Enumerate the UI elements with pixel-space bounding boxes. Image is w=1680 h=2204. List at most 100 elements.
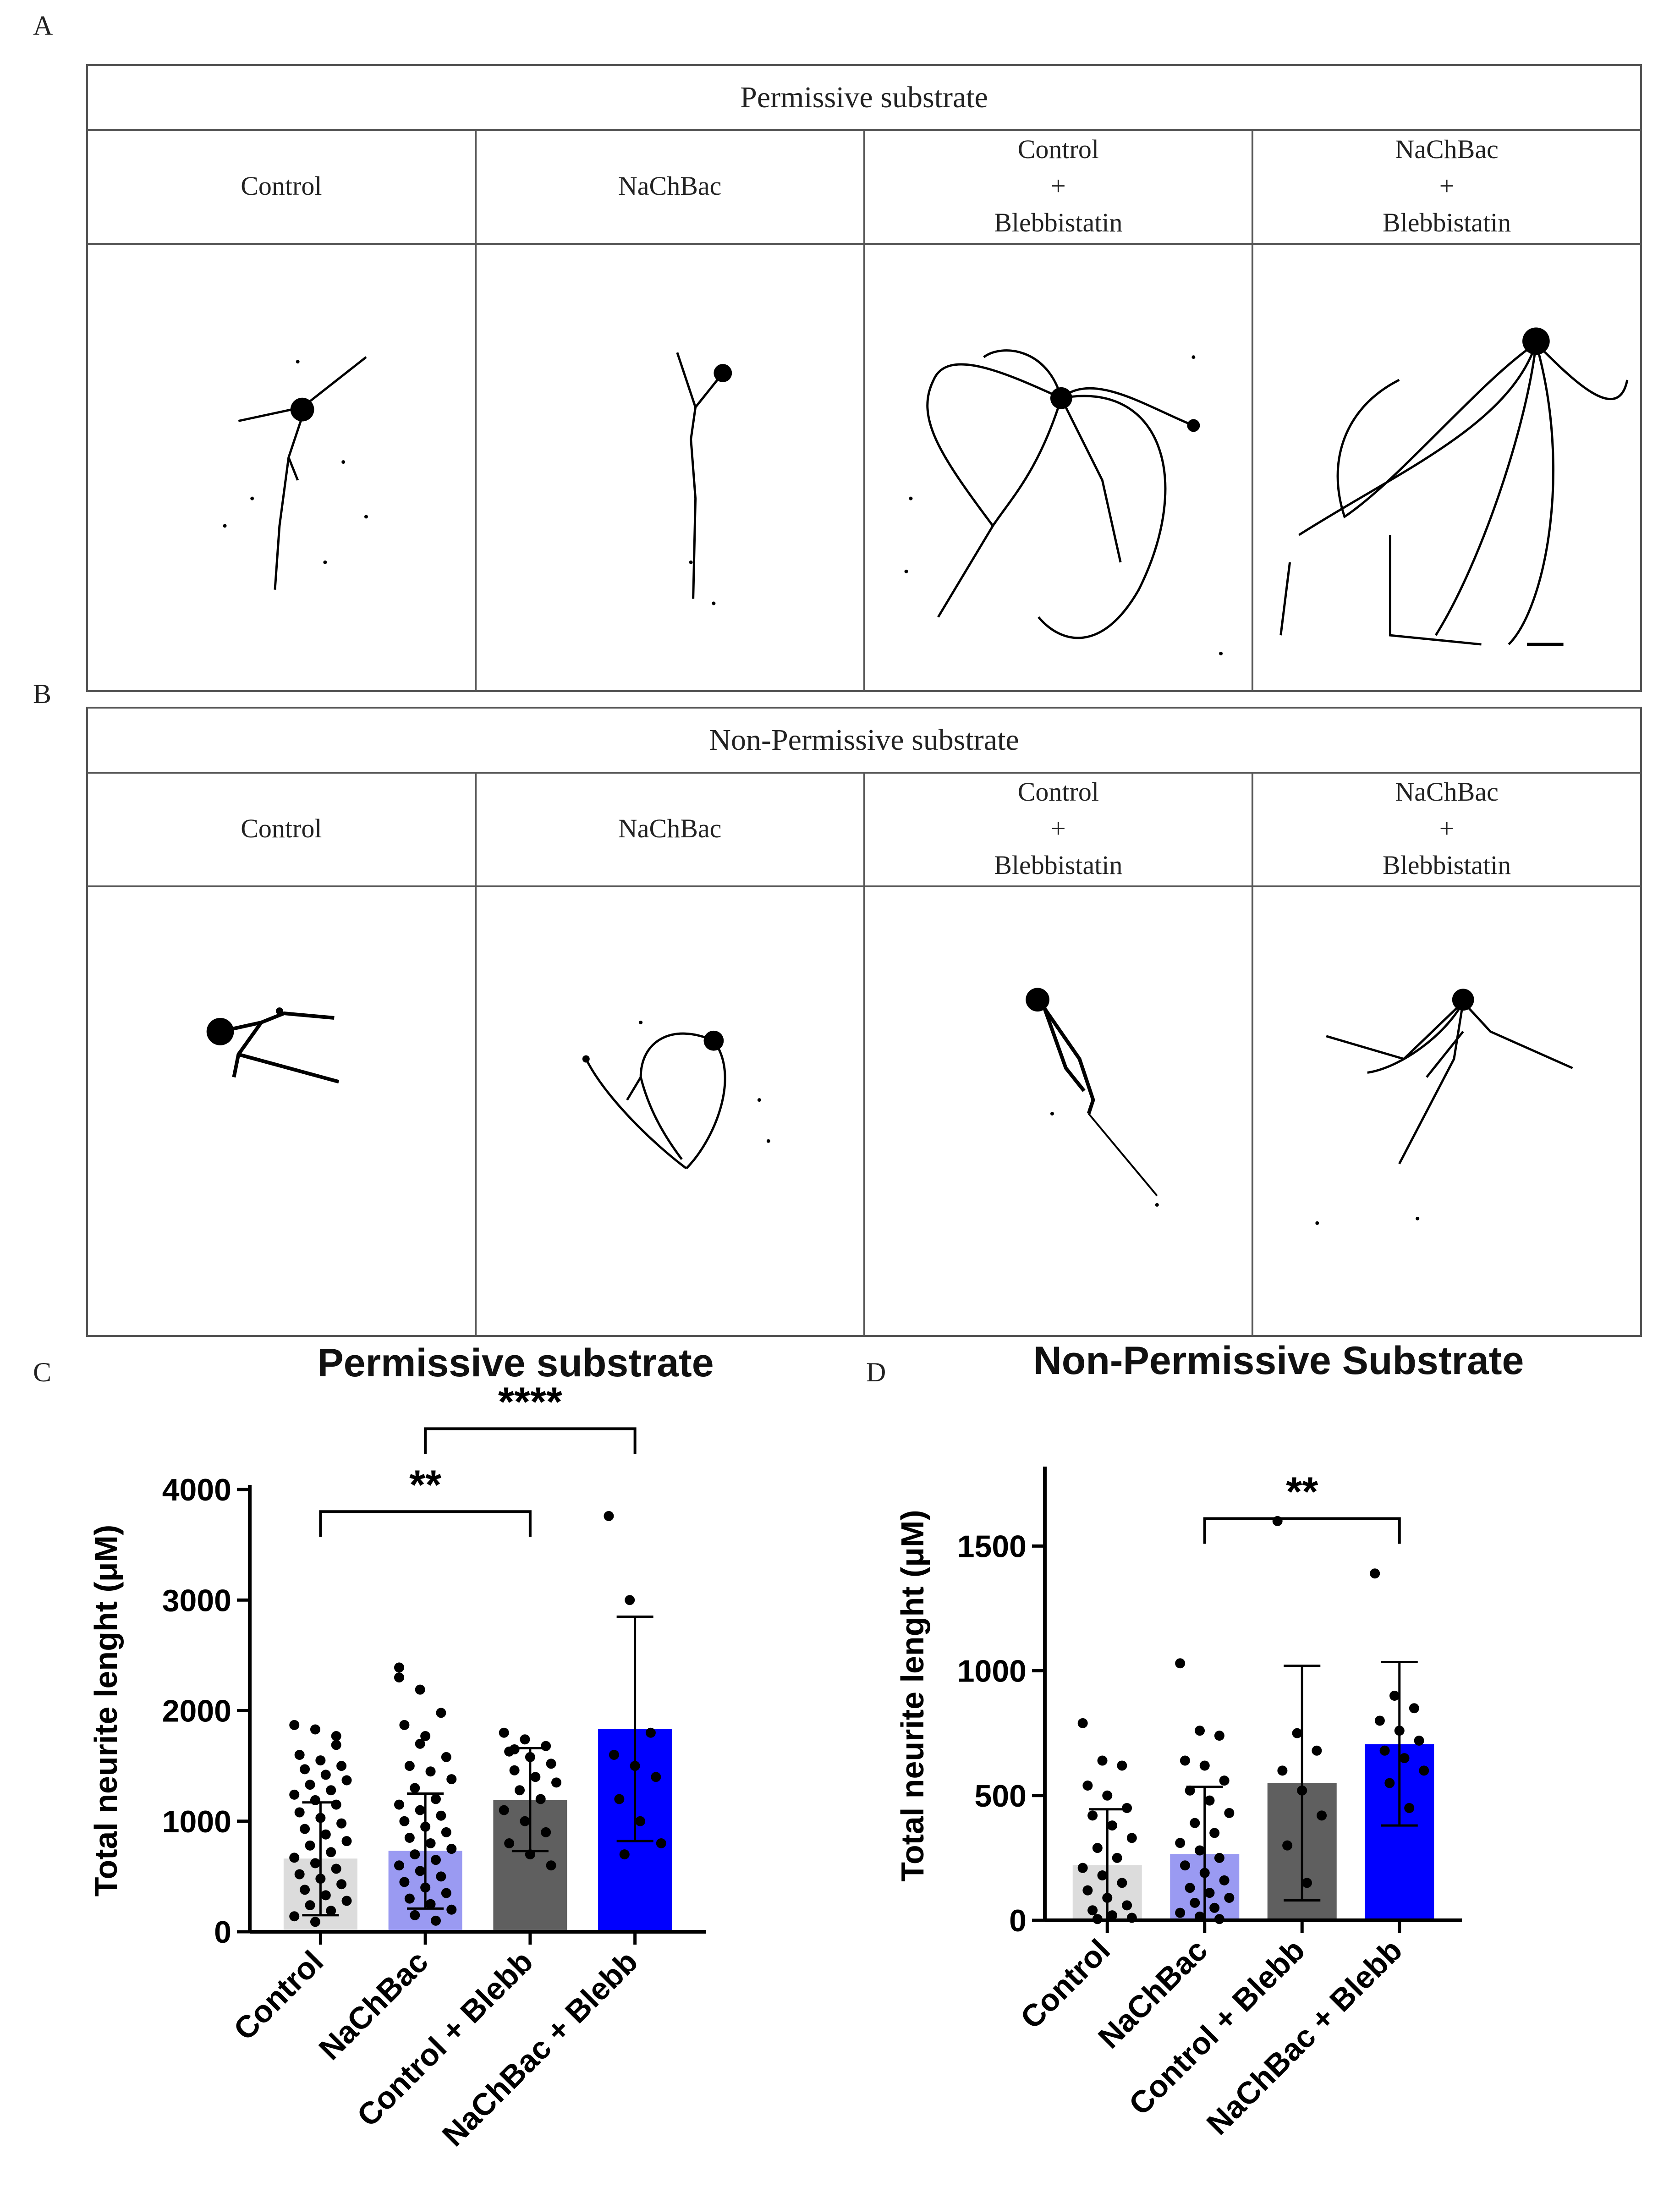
data-point [1384, 1778, 1395, 1788]
data-point [1204, 1888, 1215, 1898]
data-point [1185, 1785, 1195, 1796]
data-point [336, 1761, 347, 1771]
neuron-trace-icon [206, 1007, 340, 1084]
x-tick-label: Control [1014, 1933, 1117, 2036]
data-point [1180, 1860, 1190, 1871]
condition-label-line: + [1051, 171, 1066, 201]
data-point [320, 1770, 331, 1780]
y-tick-label: 3000 [162, 1583, 231, 1618]
data-point [341, 1836, 352, 1847]
chart-d-title: Non-Permissive Substrate [1033, 1339, 1524, 1383]
data-point [1399, 1753, 1410, 1764]
condition-label-line: NaChBac [1395, 777, 1499, 807]
data-point [1374, 1715, 1385, 1726]
data-point [420, 1731, 431, 1741]
condition-label-line: Blebbistatin [1382, 208, 1511, 237]
panel-label-b: B [33, 679, 52, 709]
data-point [509, 1765, 520, 1775]
data-point [1219, 1775, 1230, 1786]
condition-label-line: + [1051, 813, 1066, 843]
data-point [1389, 1691, 1400, 1701]
data-point [300, 1885, 310, 1895]
data-point [1195, 1845, 1205, 1856]
neuron-trace-icon [676, 352, 732, 605]
data-point [551, 1777, 562, 1788]
data-point [404, 1893, 415, 1904]
x-tick-label: Control + Blebb [350, 1944, 539, 2133]
data-point [425, 1899, 436, 1909]
neuron-trace-icon [582, 1020, 770, 1170]
data-point [430, 1915, 441, 1926]
data-point [315, 1755, 326, 1766]
data-point [336, 1818, 347, 1829]
data-point [300, 1764, 310, 1775]
panel-a-title: Permissive substrate [88, 66, 1640, 131]
panel-b-image-nachbac-blebb [1253, 885, 1640, 1335]
data-point [1209, 1902, 1220, 1913]
data-point [625, 1595, 635, 1605]
neuron-trace-icon [1025, 988, 1159, 1207]
data-point [289, 1852, 300, 1863]
data-point [394, 1799, 404, 1810]
data-point [1312, 1745, 1322, 1756]
data-point [331, 1799, 341, 1810]
data-point [1199, 1760, 1210, 1771]
data-point [399, 1816, 410, 1826]
data-point [1195, 1726, 1205, 1736]
chart-c-title: Permissive substrate [317, 1341, 714, 1385]
data-point [1082, 1781, 1093, 1791]
panel-b-condition-control: Control [88, 772, 477, 885]
data-point [394, 1672, 404, 1683]
data-point [415, 1738, 425, 1749]
data-point [310, 1795, 320, 1805]
condition-label: NaChBac [618, 813, 722, 843]
data-point [1122, 1900, 1132, 1911]
panel-a-image-control-blebb [865, 243, 1254, 690]
data-point [310, 1724, 320, 1735]
condition-label-line: NaChBac [1395, 134, 1499, 164]
data-point [1107, 1820, 1117, 1831]
data-point [399, 1720, 410, 1730]
data-point [1082, 1885, 1093, 1896]
panel-b-image-control [88, 885, 477, 1335]
data-point [1292, 1728, 1302, 1738]
data-point [441, 1827, 451, 1837]
y-tick-label: 1000 [957, 1654, 1027, 1689]
data-point [656, 1838, 666, 1848]
data-point [1126, 1833, 1137, 1843]
data-point [1180, 1755, 1190, 1766]
y-tick-label: 0 [214, 1915, 231, 1950]
panel-b-condition-nachbac: NaChBac [477, 772, 865, 885]
condition-label-line: + [1439, 813, 1455, 843]
data-point [441, 1888, 451, 1898]
panel-a-condition-row: Control NaChBac Control + Blebbistatin N… [88, 129, 1640, 245]
panel-label-c: C [33, 1357, 52, 1387]
y-tick-label: 2000 [162, 1694, 231, 1729]
data-point [446, 1774, 457, 1785]
condition-label-line: Control [1017, 777, 1099, 807]
panel-b-condition-control-blebb: Control + Blebbistatin [865, 772, 1254, 885]
data-point [1414, 1736, 1424, 1746]
data-point [441, 1752, 451, 1762]
neuron-trace-icon [223, 356, 368, 590]
data-point [504, 1838, 515, 1848]
data-point [1409, 1703, 1419, 1714]
data-point [415, 1866, 425, 1876]
panel-a-condition-control-blebb: Control + Blebbistatin [865, 129, 1254, 243]
data-point [1209, 1828, 1220, 1838]
data-point [1087, 1905, 1098, 1916]
data-point [294, 1869, 305, 1880]
x-tick-label: Control [227, 1944, 330, 2047]
panel-b-image-control-blebb [865, 885, 1254, 1335]
data-point [520, 1816, 530, 1826]
y-tick-label: 4000 [162, 1473, 231, 1507]
data-point [546, 1860, 556, 1871]
data-point [1097, 1755, 1108, 1766]
data-point [1224, 1893, 1235, 1903]
panel-b-title: Non-Permissive substrate [88, 709, 1640, 774]
panel-b-condition-row: Control NaChBac Control + Blebbistatin N… [88, 772, 1640, 887]
data-point [410, 1910, 420, 1920]
data-point [305, 1840, 315, 1851]
